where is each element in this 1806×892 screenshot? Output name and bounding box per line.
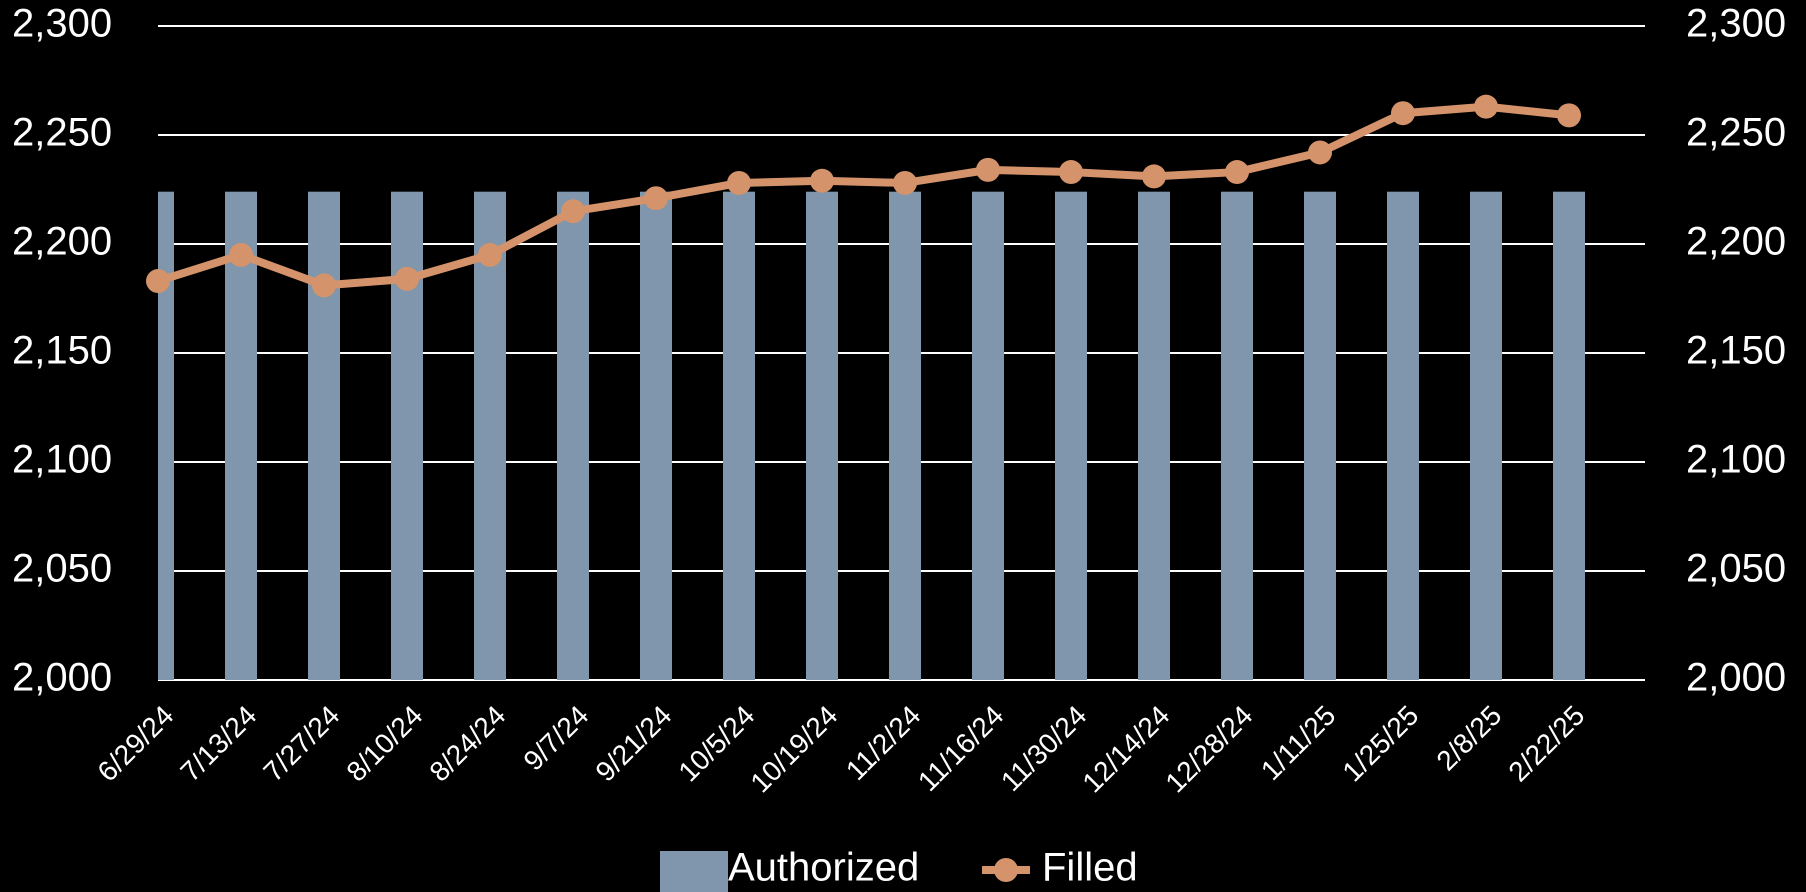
bar [225,191,257,680]
bar [391,191,423,680]
point [893,170,917,195]
bar [474,191,506,680]
bar [1055,191,1087,680]
bar [1387,191,1419,680]
line [156,102,1570,290]
bar [158,191,174,680]
bar [1138,191,1170,680]
point [1142,164,1166,189]
y-tick-label: 2,050 [12,547,112,591]
point [1059,160,1083,185]
legend-label: Filled [1042,846,1138,890]
y-tick-label: 2,000 [12,656,112,700]
bar [308,191,340,680]
point [229,242,253,267]
legend-marker [994,858,1018,882]
point [1474,94,1498,119]
point [561,199,585,224]
point [395,266,419,291]
point [1557,103,1581,128]
point [976,157,1000,182]
bar [640,191,672,680]
point [312,273,336,298]
bar [1221,191,1253,680]
point [1308,140,1332,165]
y2-tick-label: 2,250 [1686,111,1786,155]
bar [889,191,921,680]
point [146,269,170,294]
point [727,170,751,195]
y2-tick-label: 2,050 [1686,547,1786,591]
y2-tick-label: 2,300 [1686,2,1786,46]
y-tick-label: 2,250 [12,111,112,155]
bar [1470,191,1502,680]
bar [557,191,589,680]
y2-tick-label: 2,150 [1686,329,1786,373]
y-tick-label: 2,300 [12,2,112,46]
bar [806,191,838,680]
bar [723,191,755,680]
legend-label: Authorized [728,846,919,890]
y2-tick-label: 2,200 [1686,220,1786,264]
bar [1553,191,1585,680]
y2-tick-label: 2,000 [1686,656,1786,700]
y-tick-label: 2,100 [12,438,112,482]
point [644,186,668,211]
bar [1304,191,1336,680]
point [1225,160,1249,185]
point [810,168,834,193]
bar [972,191,1004,680]
y2-tick-label: 2,100 [1686,438,1786,482]
y-tick-label: 2,200 [12,220,112,264]
y-tick-label: 2,150 [12,329,112,373]
point [1391,101,1415,126]
bars [158,191,1585,680]
point [478,242,502,267]
legend-swatch [660,851,728,892]
